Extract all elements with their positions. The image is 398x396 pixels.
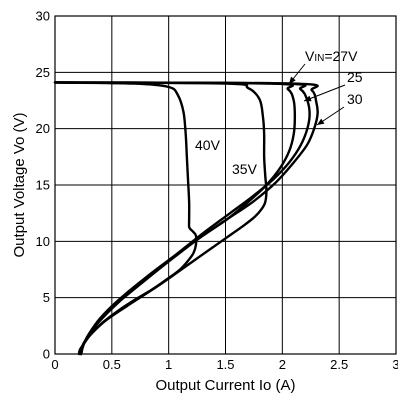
x-tick-label: 0 — [51, 357, 58, 372]
y-tick-labels: 0 5 10 15 20 25 30 — [36, 9, 50, 362]
annotation-35v: 35V — [232, 161, 258, 177]
x-axis-title: Output Current Io (A) — [155, 377, 295, 394]
plot-frame — [54, 15, 397, 355]
x-tick-labels: 0 0.5 1 1.5 2 2.5 3 — [51, 357, 398, 372]
y-tick-label: 0 — [43, 347, 50, 362]
leader-25-head — [304, 95, 312, 102]
leader-30-head — [317, 118, 325, 125]
leader-25 — [303, 84, 346, 102]
y-tick-label: 10 — [36, 234, 50, 249]
x-tick-label: 1 — [165, 357, 172, 372]
y-tick-label: 5 — [43, 290, 50, 305]
series-line-1 — [53, 81, 268, 356]
y-tick-label: 15 — [36, 178, 50, 193]
annotation-30: 30 — [347, 91, 363, 107]
series-line-0 — [53, 81, 198, 356]
y-tick-label: 30 — [36, 9, 50, 24]
x-tick-label: 2 — [279, 357, 286, 372]
series-line-4 — [53, 81, 319, 356]
x-tick-label: 3 — [392, 357, 398, 372]
leader-vin-27v-head — [289, 76, 296, 84]
series-line-2 — [53, 81, 297, 356]
x-tick-label: 1.5 — [216, 357, 234, 372]
y-tick-label: 20 — [36, 121, 50, 136]
grid-lines — [54, 15, 397, 355]
x-tick-label: 0.5 — [103, 357, 121, 372]
annotation-40v: 40V — [195, 137, 221, 153]
annotation-vin-27v: VIN=27V — [305, 48, 358, 64]
y-axis-title: Output Voltage Vo (V) — [11, 112, 28, 257]
y-tick-label: 25 — [36, 65, 50, 80]
x-tick-label: 2.5 — [330, 357, 348, 372]
annotation-leaders — [288, 63, 346, 126]
series-curves — [53, 81, 319, 356]
annotation-25: 25 — [347, 69, 363, 85]
series-line-3 — [53, 81, 311, 356]
